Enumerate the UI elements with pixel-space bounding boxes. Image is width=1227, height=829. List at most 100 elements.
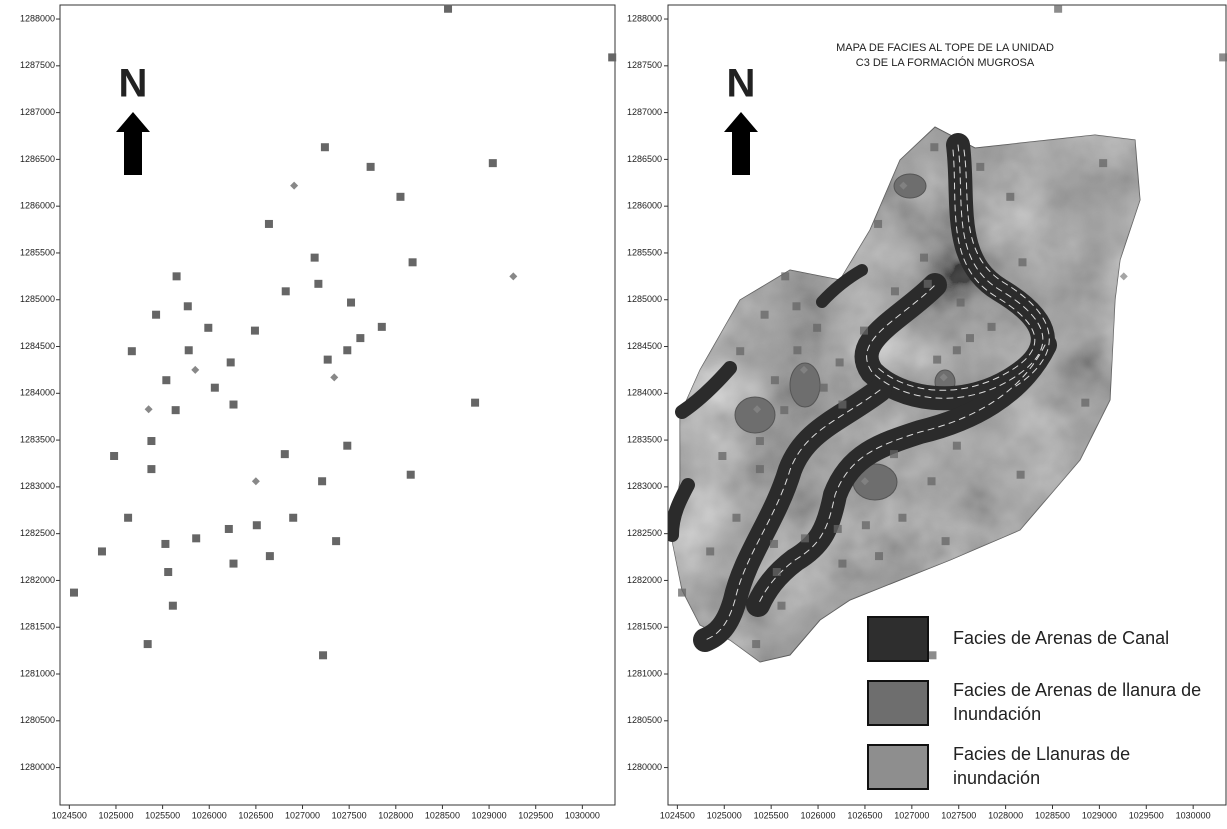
y-tick-label: 1282000 [627, 575, 662, 585]
well-square [225, 525, 233, 533]
map-title: MAPA DE FACIES AL TOPE DE LA UNIDAD [836, 42, 1054, 54]
well-square [227, 358, 235, 366]
x-tick-label: 1024500 [660, 810, 695, 820]
x-tick-label: 1026500 [238, 810, 273, 820]
well-square [836, 358, 844, 366]
well-square [319, 651, 327, 659]
y-tick-label: 1281000 [20, 668, 55, 678]
y-tick-label: 1284500 [627, 341, 662, 351]
x-tick-label: 1029500 [518, 810, 553, 820]
legend-label: Inundación [953, 704, 1041, 724]
x-tick-label: 1025500 [145, 810, 180, 820]
well-square [874, 220, 882, 228]
well-square [770, 540, 778, 548]
well-square [933, 356, 941, 364]
well-square [1006, 193, 1014, 201]
well-square [332, 537, 340, 545]
well-square [343, 346, 351, 354]
well-square [862, 521, 870, 529]
y-tick-label: 1282000 [20, 575, 55, 585]
well-square [229, 401, 237, 409]
well-square [311, 254, 319, 262]
map-title: C3 DE LA FORMACIÓN MUGROSA [856, 56, 1035, 69]
well-square [1054, 5, 1062, 13]
x-tick-label: 1027000 [894, 810, 929, 820]
y-tick-label: 1281500 [627, 622, 662, 632]
well-square [834, 525, 842, 533]
x-tick-label: 1027500 [941, 810, 976, 820]
well-square [1018, 258, 1026, 266]
well-square [953, 442, 961, 450]
x-tick-label: 1029000 [472, 810, 507, 820]
well-square [343, 442, 351, 450]
well-square [162, 376, 170, 384]
y-tick-label: 1287000 [627, 107, 662, 117]
well-square [378, 323, 386, 331]
y-tick-label: 1285000 [20, 294, 55, 304]
well-square [1081, 399, 1089, 407]
well-square [251, 327, 259, 335]
well-square [793, 346, 801, 354]
well-square [98, 547, 106, 555]
well-square [718, 452, 726, 460]
well-square [147, 437, 155, 445]
well-square [771, 376, 779, 384]
x-tick-label: 1025500 [754, 810, 789, 820]
well-square [820, 384, 828, 392]
y-tick-label: 1283000 [20, 481, 55, 491]
y-tick-label: 1286500 [20, 154, 55, 164]
x-tick-label: 1030000 [1176, 810, 1211, 820]
well-square [860, 327, 868, 335]
legend-label: Facies de Arenas de llanura de [953, 680, 1201, 700]
y-tick-label: 1286000 [20, 201, 55, 211]
y-tick-label: 1283500 [627, 434, 662, 444]
well-square [184, 302, 192, 310]
well-square [289, 514, 297, 522]
y-tick-label: 1282500 [627, 528, 662, 538]
well-square [204, 324, 212, 332]
well-square [1219, 53, 1227, 61]
well-square [756, 465, 764, 473]
x-tick-label: 1027500 [332, 810, 367, 820]
x-tick-label: 1028000 [988, 810, 1023, 820]
x-tick-label: 1027000 [285, 810, 320, 820]
y-tick-label: 1285500 [627, 247, 662, 257]
x-tick-label: 1029500 [1129, 810, 1164, 820]
well-square [838, 560, 846, 568]
y-tick-label: 1287500 [20, 60, 55, 70]
sand-body [735, 397, 775, 433]
well-square [777, 602, 785, 610]
y-tick-label: 1283000 [627, 481, 662, 491]
facies-map-panel: MAPA DE FACIES AL TOPE DE LA UNIDAD C3 D… [627, 5, 1227, 821]
well-square [409, 258, 417, 266]
well-square [966, 334, 974, 342]
well-square [318, 477, 326, 485]
well-square [347, 299, 355, 307]
y-tick-label: 1287500 [627, 60, 662, 70]
well-square [172, 406, 180, 414]
well-square [608, 53, 616, 61]
well-square [70, 589, 78, 597]
well-square [813, 324, 821, 332]
y-tick-label: 1283500 [20, 434, 55, 444]
well-square [756, 437, 764, 445]
well-location-panel: 1280000128050012810001281500128200012825… [20, 5, 616, 821]
well-square [124, 514, 132, 522]
well-square [801, 534, 809, 542]
well-square [924, 280, 932, 288]
well-square [736, 347, 744, 355]
well-square [128, 347, 136, 355]
y-tick-label: 1288000 [627, 13, 662, 23]
well-square [144, 640, 152, 648]
well-square [173, 272, 181, 280]
well-square [781, 272, 789, 280]
well-square [192, 534, 200, 542]
north-label: N [119, 62, 148, 106]
well-square [957, 299, 965, 307]
x-tick-label: 1026000 [801, 810, 836, 820]
y-tick-label: 1280000 [627, 762, 662, 772]
y-tick-label: 1280000 [20, 762, 55, 772]
well-square [161, 540, 169, 548]
well-square [324, 356, 332, 364]
y-tick-label: 1284500 [20, 341, 55, 351]
